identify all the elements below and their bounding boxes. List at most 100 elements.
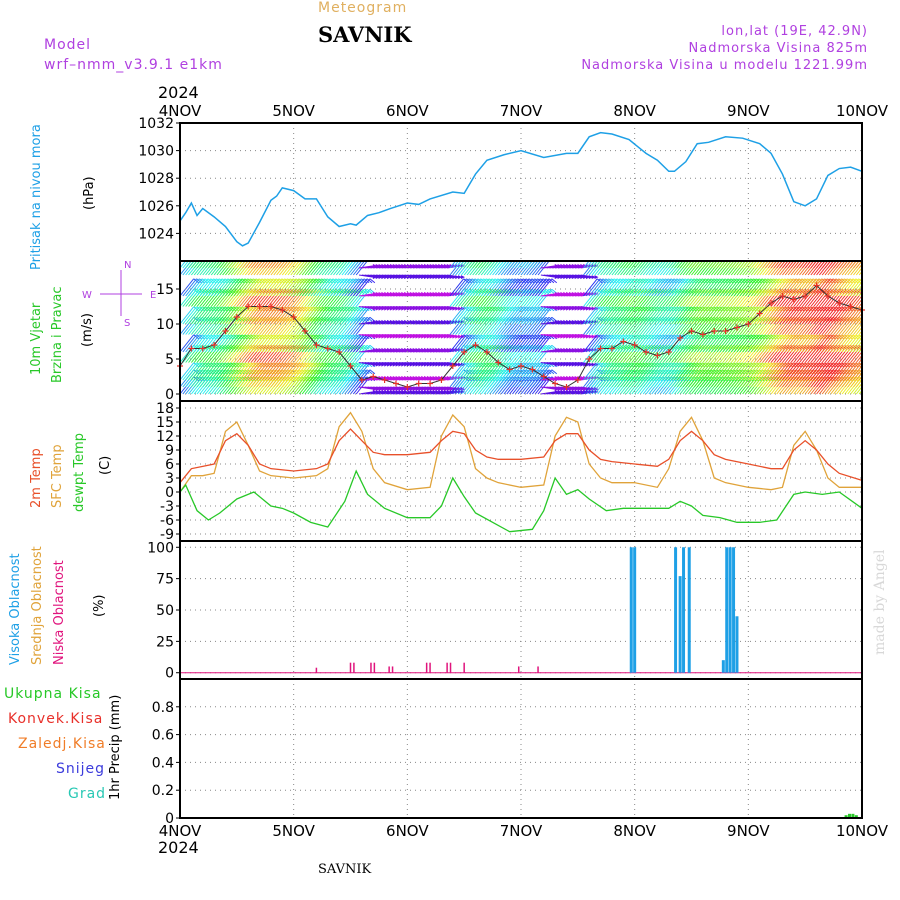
wind-speed-point: [563, 384, 570, 390]
high-cloud-bar: [728, 547, 732, 673]
wind-speed-point: [495, 359, 502, 366]
pressure-line: [179, 131, 863, 247]
xtick-label-bottom: 7NOV: [500, 822, 543, 840]
model-name: wrf–nmm_v3.9.1 e1km: [44, 57, 223, 73]
high-cloud-bar: [629, 547, 633, 673]
year-bottom: 2024: [158, 838, 199, 857]
precip-bar: [851, 813, 855, 818]
wind-speed-point: [552, 380, 559, 387]
station-title: SAVNIK: [318, 22, 412, 47]
wind-speed-point: [711, 328, 718, 334]
wind-speed-point: [665, 349, 672, 355]
wind-speed-point: [415, 380, 422, 387]
precip-bar: [854, 815, 858, 818]
wind-speed-point: [427, 380, 434, 387]
lonlat: lon,lat (19E, 42.9N): [721, 24, 868, 39]
ytick-label: 0: [165, 387, 174, 403]
wind-speed-point: [267, 303, 274, 310]
wind-speed-point: [483, 349, 490, 355]
high-cloud-bar: [678, 576, 682, 673]
xtick-label-top: 10NOV: [836, 102, 889, 120]
wind-speed-point: [506, 366, 513, 373]
ytick-label: 0.2: [152, 783, 174, 799]
grid: [180, 122, 862, 819]
ytick-label: 1028: [138, 171, 174, 187]
ytick-label: -3: [160, 499, 174, 515]
wind-speed-point: [358, 377, 365, 383]
wind-speed-point: [336, 349, 343, 355]
wind-speed-point: [211, 342, 218, 348]
wind-speed-point: [529, 366, 536, 373]
high-cloud-bar: [735, 616, 739, 673]
wind-speed-point: [290, 314, 297, 320]
xtick-label-bottom: 4NOV: [159, 822, 202, 840]
sfc-temp-line: [179, 411, 862, 493]
precip-legend-frz: Zaledj.Kisa: [18, 736, 106, 752]
low-cloud-bar: [463, 662, 465, 673]
ytick-label: 0.8: [152, 700, 174, 716]
ytick-label: 15: [156, 282, 174, 298]
low-cloud-bar: [391, 666, 394, 673]
wind-speed-point: [654, 352, 661, 359]
low-cloud-bar: [449, 662, 452, 673]
compass-n: N: [124, 260, 131, 271]
xtick-label-bottom: 10NOV: [836, 822, 889, 840]
wind-speed-point: [188, 345, 195, 352]
wind-speed-point: [608, 345, 615, 352]
wind-speed-point: [677, 335, 684, 341]
model-elevation: Nadmorska Visina u modelu 1221.99m: [581, 58, 868, 73]
tick-labels: 10241026102810301032051015-9-6-303691215…: [138, 102, 888, 840]
ytick-label: 15: [156, 415, 174, 431]
wind-speed-point: [802, 293, 809, 299]
dewpt-line: [179, 469, 863, 533]
elevation: Nadmorska Visina 825m: [688, 41, 868, 56]
xtick-label-bottom: 8NOV: [613, 822, 656, 840]
ytick-label: 5: [165, 352, 174, 368]
wind-speed-point: [472, 342, 479, 348]
ytick-label: 12: [156, 429, 174, 445]
low-cloud-bar: [349, 662, 352, 673]
ytick-label: 6: [165, 457, 174, 473]
wind-compass-icon: N W E S: [82, 260, 156, 329]
wind-speed-point: [824, 293, 831, 299]
wind-speed-point: [313, 342, 320, 348]
xtick-label-bottom: 5NOV: [272, 822, 315, 840]
wind-speed-point: [256, 303, 263, 310]
wind-speed-point: [631, 342, 638, 348]
wind-speed-point: [449, 363, 456, 369]
ytick-label: 3: [165, 471, 174, 487]
wind-speed-point: [370, 373, 377, 380]
panel-frame: [179, 678, 863, 819]
ytick-label: 1032: [138, 116, 174, 132]
high-cloud-bar: [687, 547, 691, 673]
wind-speed-point: [586, 356, 593, 362]
wind-barbs: [180, 261, 862, 395]
ytick-label: 1024: [138, 226, 174, 242]
wind-speed-point: [620, 338, 627, 345]
compass-e: E: [150, 290, 156, 301]
low-cloud-bar: [370, 662, 372, 673]
xtick-label-top: 4NOV: [159, 102, 202, 120]
wind-barb-field: [180, 261, 862, 395]
wind-speed-point: [779, 293, 786, 299]
ytick-label: 0: [165, 485, 174, 501]
precip-bar: [844, 815, 848, 818]
xtick-label-top: 8NOV: [613, 102, 656, 120]
temp2m-line: [179, 428, 863, 484]
wind-speed-point: [222, 328, 229, 334]
wind-speed-point: [302, 328, 309, 334]
wind-speed-point: [540, 373, 547, 380]
series-layer: [177, 131, 865, 818]
high-cloud-bar: [633, 547, 637, 673]
ytick-label: -6: [160, 513, 174, 529]
ytick-label: 18: [156, 401, 174, 417]
wind-speed-point: [688, 328, 695, 334]
ytick-label: 100: [147, 540, 174, 556]
high-cloud-bar: [725, 547, 729, 673]
wind-speed-point: [733, 324, 740, 331]
precip-legend-snow: Snijeg: [56, 761, 106, 777]
ytick-label: 0.6: [152, 728, 174, 744]
wind-speed-point: [813, 282, 820, 289]
wind-speed-point: [392, 380, 399, 387]
